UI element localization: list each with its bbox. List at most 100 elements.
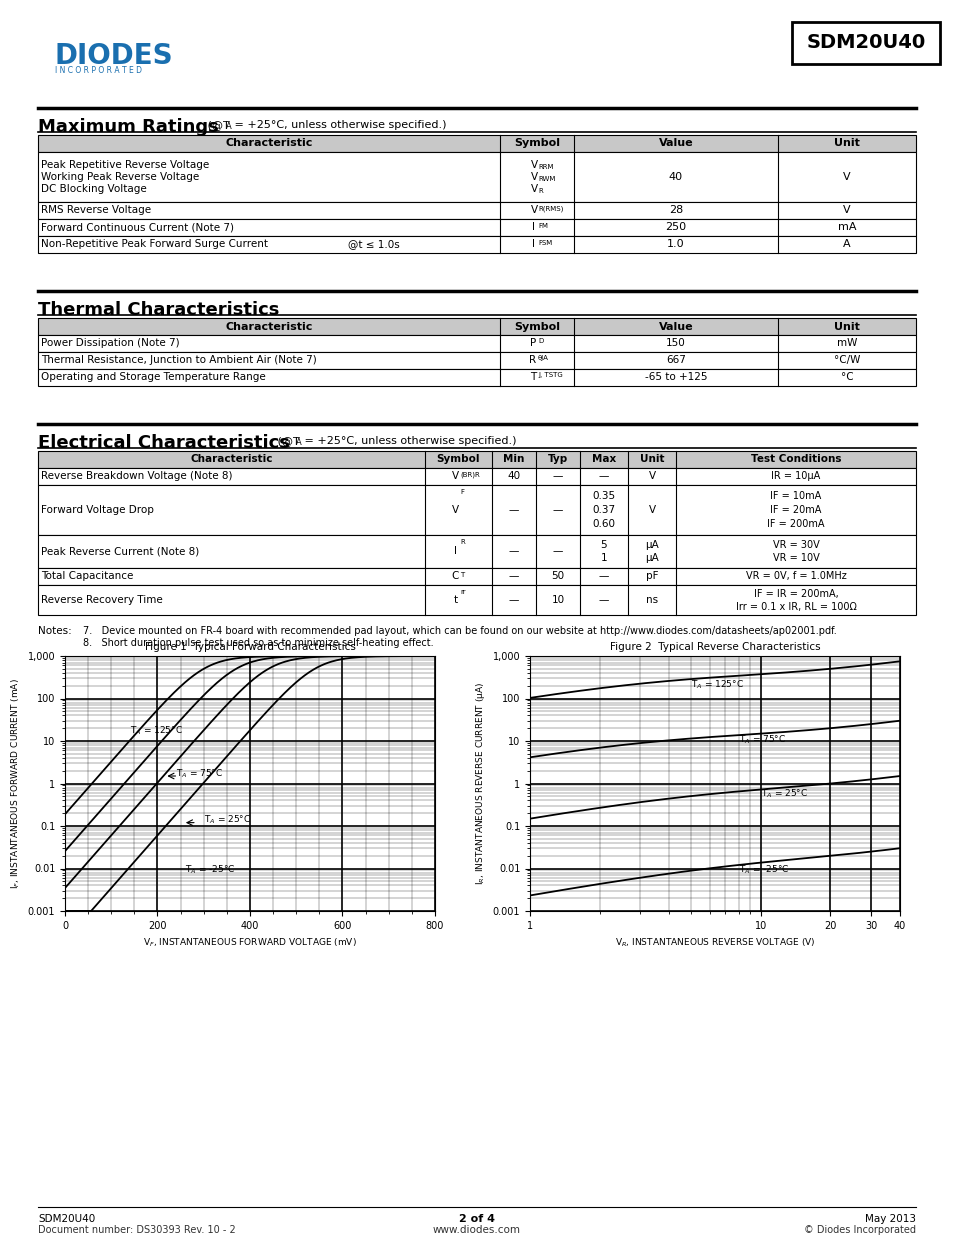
Text: R: R	[537, 188, 542, 194]
Bar	[38, 135, 915, 152]
Title: Figure 1  Typical Forward Characteristics: Figure 1 Typical Forward Characteristics	[145, 642, 355, 652]
Text: Characteristic: Characteristic	[190, 454, 273, 464]
Text: VR = 10V: VR = 10V	[772, 553, 819, 563]
Text: θJA: θJA	[537, 354, 548, 361]
Text: T$_A$ = 125°C: T$_A$ = 125°C	[130, 725, 183, 737]
Bar	[38, 352, 915, 369]
Bar	[38, 468, 915, 485]
Bar	[38, 317, 915, 335]
Text: °C/W: °C/W	[833, 354, 860, 366]
Text: T: T	[529, 372, 536, 382]
Text: Forward Continuous Current (Note 7): Forward Continuous Current (Note 7)	[41, 222, 233, 232]
Text: IF = 10mA: IF = 10mA	[770, 492, 821, 501]
Text: -65 to +125: -65 to +125	[644, 372, 706, 382]
Text: May 2013: May 2013	[864, 1214, 915, 1224]
Text: —: —	[508, 505, 518, 515]
Text: 1.0: 1.0	[666, 240, 684, 249]
Text: V: V	[452, 471, 458, 480]
Text: I N C O R P O R A T E D: I N C O R P O R A T E D	[55, 65, 142, 75]
Text: Electrical Characteristics: Electrical Characteristics	[38, 433, 290, 452]
Text: DC Blocking Voltage: DC Blocking Voltage	[41, 184, 147, 194]
Text: —: —	[598, 595, 609, 605]
Text: Unit: Unit	[833, 321, 859, 331]
Text: —: —	[552, 505, 562, 515]
Text: T$_A$ = 75°C: T$_A$ = 75°C	[175, 767, 223, 779]
Text: IF = IR = 200mA,: IF = IR = 200mA,	[753, 589, 838, 599]
Text: Value: Value	[658, 138, 693, 148]
Text: www.diodes.com: www.diodes.com	[433, 1225, 520, 1235]
Text: Reverse Breakdown Voltage (Note 8): Reverse Breakdown Voltage (Note 8)	[41, 471, 233, 480]
Text: V: V	[648, 505, 655, 515]
Text: VR = 30V: VR = 30V	[772, 540, 819, 550]
Text: Total Capacitance: Total Capacitance	[41, 571, 133, 580]
Text: Characteristic: Characteristic	[225, 138, 313, 148]
Text: Thermal Characteristics: Thermal Characteristics	[38, 301, 279, 319]
Text: I: I	[454, 546, 456, 556]
Text: 1: 1	[600, 553, 607, 563]
Text: Peak Repetitive Reverse Voltage: Peak Repetitive Reverse Voltage	[41, 161, 209, 170]
Text: R(RMS): R(RMS)	[537, 206, 563, 212]
Text: 50: 50	[551, 571, 564, 580]
Text: RMS Reverse Voltage: RMS Reverse Voltage	[41, 205, 151, 215]
Text: 250: 250	[665, 222, 686, 232]
Text: Test Conditions: Test Conditions	[750, 454, 841, 464]
Text: D: D	[537, 338, 542, 345]
Text: T$_A$ = -25°C: T$_A$ = -25°C	[738, 863, 788, 876]
Text: 10: 10	[551, 595, 564, 605]
Text: T$_A$ = 75°C: T$_A$ = 75°C	[738, 734, 785, 746]
Bar	[38, 219, 915, 236]
Text: (BR)R: (BR)R	[460, 472, 479, 478]
Text: t: t	[453, 595, 457, 605]
Text: 7.   Device mounted on FR-4 board with recommended pad layout, which can be foun: 7. Device mounted on FR-4 board with rec…	[83, 626, 836, 636]
Text: I: I	[532, 222, 535, 232]
Text: 0.60: 0.60	[592, 519, 615, 529]
Bar	[38, 369, 915, 387]
Text: Working Peak Reverse Voltage: Working Peak Reverse Voltage	[41, 172, 199, 182]
Text: (@T: (@T	[204, 120, 230, 130]
Text: Symbol: Symbol	[514, 138, 559, 148]
Text: Value: Value	[658, 321, 693, 331]
Text: = +25°C, unless otherwise specified.): = +25°C, unless otherwise specified.)	[231, 120, 446, 130]
Text: SDM20U40: SDM20U40	[38, 1214, 95, 1224]
Bar	[38, 585, 915, 615]
Bar	[38, 485, 915, 535]
Text: IF = 200mA: IF = 200mA	[766, 519, 824, 529]
Bar	[791, 22, 939, 64]
Y-axis label: I$_F$, INSTANTANEOUS FORWARD CURRENT (mA): I$_F$, INSTANTANEOUS FORWARD CURRENT (mA…	[10, 678, 22, 889]
Text: SDM20U40: SDM20U40	[805, 33, 924, 53]
Text: Notes:: Notes:	[38, 626, 71, 636]
Bar	[38, 451, 915, 468]
Text: V: V	[648, 471, 655, 480]
Y-axis label: I$_R$, INSTANTANEOUS REVERSE CURRENT (μA): I$_R$, INSTANTANEOUS REVERSE CURRENT (μA…	[474, 682, 487, 885]
Text: —: —	[552, 471, 562, 480]
Text: (@T: (@T	[274, 436, 299, 446]
Text: —: —	[598, 571, 609, 580]
Text: Unit: Unit	[639, 454, 663, 464]
Text: 40: 40	[668, 172, 682, 182]
X-axis label: V$_F$, INSTANTANEOUS FORWARD VOLTAGE (mV): V$_F$, INSTANTANEOUS FORWARD VOLTAGE (mV…	[143, 936, 356, 948]
Text: mA: mA	[837, 222, 856, 232]
Text: V: V	[530, 172, 537, 182]
Text: V: V	[842, 172, 850, 182]
Text: —: —	[508, 571, 518, 580]
Text: Max: Max	[591, 454, 616, 464]
Text: —: —	[508, 595, 518, 605]
Text: Maximum Ratings: Maximum Ratings	[38, 119, 218, 136]
Text: 667: 667	[665, 354, 685, 366]
Text: A: A	[226, 122, 232, 131]
Text: °C: °C	[840, 372, 852, 382]
Text: RWM: RWM	[537, 177, 555, 182]
Text: 0.35: 0.35	[592, 492, 615, 501]
Text: 150: 150	[665, 338, 685, 348]
Text: μA: μA	[644, 553, 659, 563]
Text: FM: FM	[537, 224, 547, 228]
Text: Operating and Storage Temperature Range: Operating and Storage Temperature Range	[41, 372, 266, 382]
Bar	[38, 203, 915, 219]
Text: T$_A$ = 25°C: T$_A$ = 25°C	[204, 814, 251, 826]
Text: Reverse Recovery Time: Reverse Recovery Time	[41, 595, 163, 605]
Text: Irr = 0.1 x IR, RL = 100Ω: Irr = 0.1 x IR, RL = 100Ω	[735, 601, 856, 613]
Text: IF = 20mA: IF = 20mA	[769, 505, 821, 515]
Text: T: T	[460, 572, 464, 578]
Text: ns: ns	[645, 595, 658, 605]
Text: mW: mW	[836, 338, 857, 348]
